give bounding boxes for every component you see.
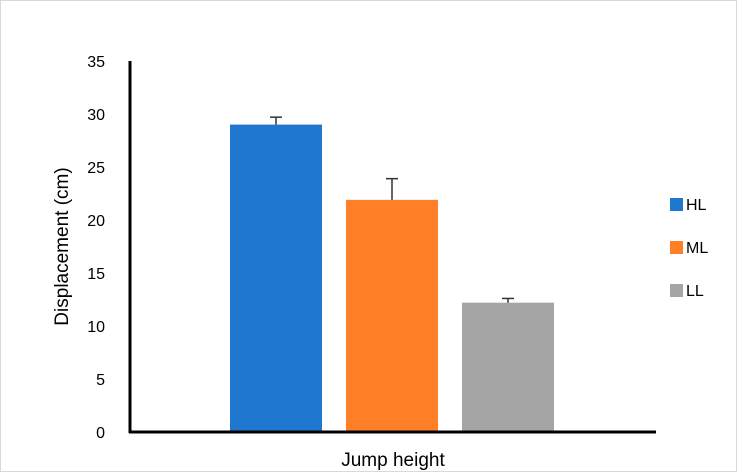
y-tick-label: 10 — [87, 319, 105, 336]
y-axis-title: Displacement (cm) — [52, 167, 73, 325]
y-tick-label: 35 — [87, 54, 105, 71]
bars — [230, 124, 554, 432]
legend-swatch-ml — [670, 241, 683, 254]
legend-label-ml: ML — [686, 240, 708, 257]
legend-label-ll: LL — [686, 283, 704, 300]
y-tick-label: 20 — [87, 213, 105, 230]
bar-ml — [346, 199, 438, 432]
x-axis-title: Jump height — [341, 450, 445, 471]
legend: HL ML LL — [670, 197, 708, 300]
y-tick-label: 25 — [87, 160, 105, 177]
bar-ll — [462, 302, 554, 432]
y-tick-label: 0 — [96, 425, 105, 442]
error-bars — [270, 116, 514, 303]
y-tick-label: 5 — [96, 372, 105, 389]
bar-hl — [230, 124, 322, 432]
legend-label-hl: HL — [686, 197, 707, 214]
legend-swatch-hl — [670, 198, 683, 211]
y-tick-label: 30 — [87, 107, 105, 124]
y-tick-label: 15 — [87, 266, 105, 283]
y-axis-ticks: 0 5 10 15 20 25 30 35 — [87, 54, 105, 442]
legend-swatch-ll — [670, 284, 683, 297]
